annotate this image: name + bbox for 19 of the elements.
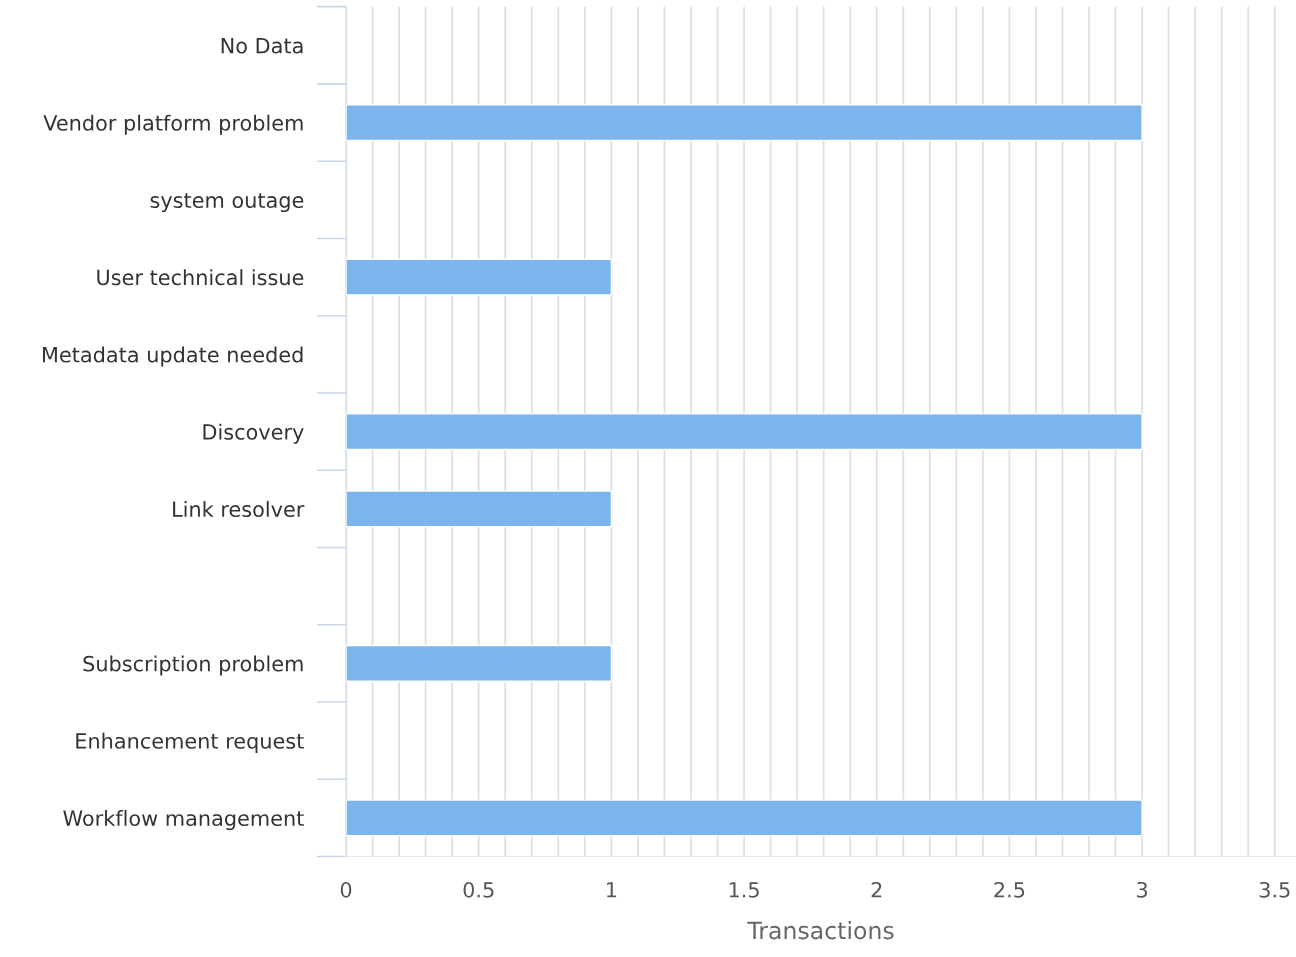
y-tick-label: Discovery <box>203 423 304 444</box>
x-tick-label: 0.5 <box>463 881 494 898</box>
x-tick-label: 2.5 <box>994 881 1025 898</box>
x-tick-label: 3.5 <box>1259 881 1290 898</box>
y-tick-label: Workflow management <box>63 809 304 831</box>
y-tick-label: User technical issue <box>97 269 304 286</box>
y-tick-label: Vendor platform problem <box>43 114 303 135</box>
y-tick-label: system outage <box>150 193 304 213</box>
y-tick-label: No Data <box>221 38 303 54</box>
x-tick-label: 0 <box>340 881 352 898</box>
x-axis-title: Transactions <box>747 921 894 940</box>
x-tick-label: 1.5 <box>729 882 759 898</box>
y-tick-label: Enhancement request <box>76 732 304 753</box>
x-tick-label: 3 <box>1137 881 1148 898</box>
y-tick-label: Subscription problem <box>83 655 303 676</box>
y-tick-label: Metadata update needed <box>42 346 303 367</box>
x-tick-label: 1 <box>607 882 617 898</box>
y-tick-label: Link resolver <box>173 500 305 518</box>
x-tick-label: 2 <box>871 881 882 898</box>
